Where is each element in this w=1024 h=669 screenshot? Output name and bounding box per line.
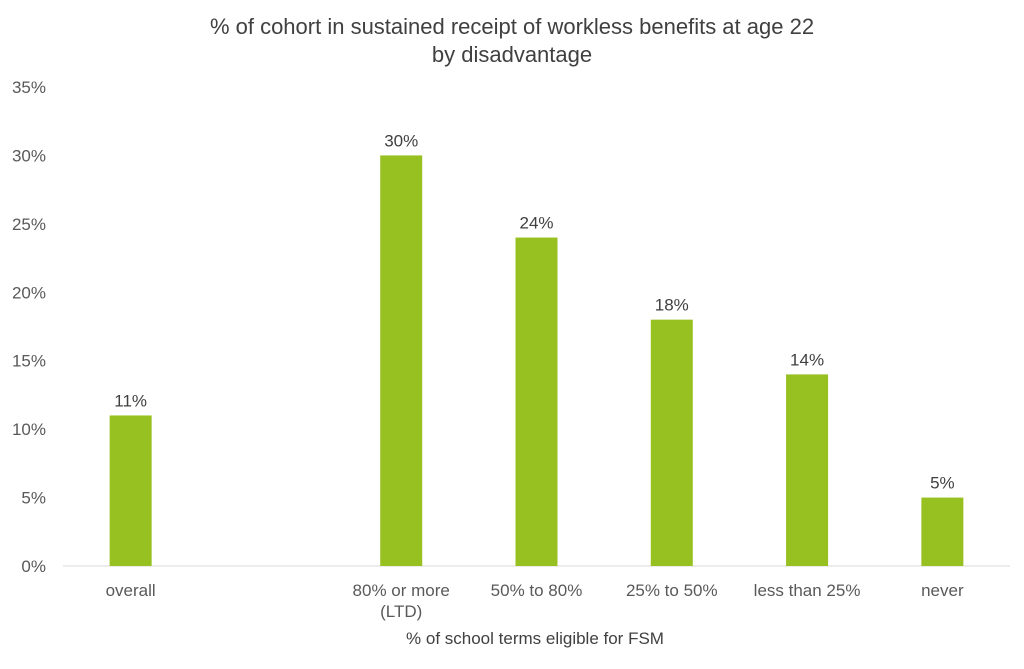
data-label: 24% [519, 214, 553, 233]
data-label: 30% [384, 131, 418, 150]
y-tick-label: 25% [12, 215, 46, 234]
category-label: less than 25% [754, 581, 861, 600]
data-label: 5% [930, 474, 955, 493]
bar [380, 155, 423, 566]
bar [786, 374, 829, 566]
bar [515, 237, 558, 567]
y-tick-label: 20% [12, 283, 46, 302]
data-label: 11% [114, 391, 147, 410]
y-tick-label: 15% [12, 352, 46, 371]
category-label: 25% to 50% [626, 581, 718, 600]
y-tick-label: 35% [12, 78, 46, 97]
category-label: 80% or more [353, 581, 450, 600]
x-axis-title: % of school terms eligible for FSM [406, 629, 664, 648]
chart-subtitle: by disadvantage [432, 42, 592, 67]
chart-title: % of cohort in sustained receipt of work… [210, 14, 814, 39]
category-label: 50% to 80% [491, 581, 583, 600]
category-label: never [921, 581, 964, 600]
y-tick-label: 30% [12, 146, 46, 165]
category-sublabel: (LTD) [380, 602, 422, 621]
y-tick-label: 5% [21, 489, 46, 508]
x-axis: overall 80% or more (LTD) 50% to 80% 25% to … [106, 581, 964, 621]
bar [650, 319, 693, 566]
bar [109, 415, 152, 566]
data-label: 14% [790, 350, 824, 369]
y-axis: 0% 5% 10% 15% 20% 25% 30% 35% [12, 78, 46, 576]
data-label: 18% [655, 296, 689, 315]
bars [109, 155, 964, 567]
data-labels: 11% 30% 24% 18% 14% 5% [114, 131, 954, 492]
y-tick-label: 0% [21, 557, 46, 576]
bar [921, 497, 964, 566]
y-tick-label: 10% [12, 420, 46, 439]
category-label: overall [106, 581, 156, 600]
